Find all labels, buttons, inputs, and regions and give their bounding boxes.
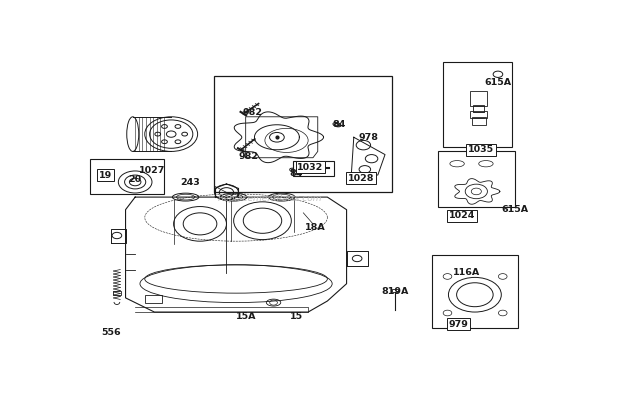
Text: 84: 84	[290, 169, 303, 178]
Bar	[145, 295, 162, 303]
Text: 978: 978	[358, 133, 378, 142]
Text: 19: 19	[99, 171, 112, 180]
Text: 15A: 15A	[236, 312, 256, 321]
Bar	[215, 76, 392, 192]
Text: 20: 20	[128, 175, 142, 184]
Bar	[438, 151, 515, 207]
Text: 982: 982	[238, 152, 258, 161]
Text: 1035: 1035	[468, 145, 494, 154]
Text: 1028: 1028	[348, 174, 374, 183]
Bar	[432, 255, 518, 328]
Text: 1032: 1032	[298, 163, 324, 172]
Text: 982: 982	[243, 108, 263, 117]
Text: 979: 979	[449, 319, 469, 328]
Text: 15: 15	[290, 312, 303, 321]
Text: ReplacementParts.com: ReplacementParts.com	[218, 194, 322, 203]
Bar	[293, 161, 334, 176]
Text: 556: 556	[101, 328, 121, 337]
Bar	[471, 117, 486, 125]
Bar	[470, 111, 487, 118]
Text: 615A: 615A	[501, 205, 528, 214]
Text: 819A: 819A	[381, 287, 409, 296]
Text: 116A: 116A	[453, 268, 480, 277]
Bar	[473, 105, 484, 112]
Bar	[113, 291, 121, 295]
Text: 84: 84	[333, 120, 346, 129]
Bar	[443, 62, 512, 147]
Text: 1024: 1024	[449, 211, 475, 220]
Text: 18A: 18A	[305, 222, 326, 231]
Text: 243: 243	[180, 178, 200, 187]
Bar	[89, 159, 164, 194]
Text: 1027: 1027	[139, 166, 165, 175]
Bar	[392, 289, 397, 292]
Bar	[470, 91, 487, 106]
Text: 615A: 615A	[484, 78, 512, 87]
